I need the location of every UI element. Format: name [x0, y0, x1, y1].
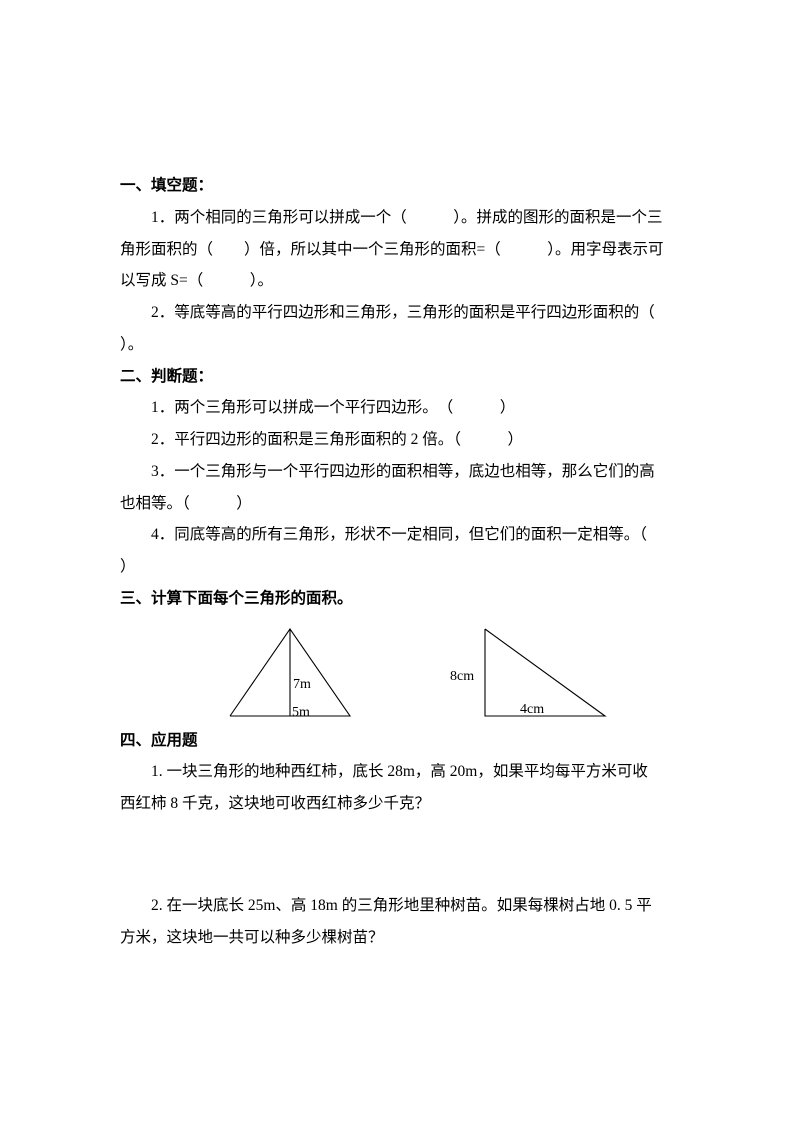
s1-q1-line2: 角形面积的（ ）倍，所以其中一个三角形的面积=（ ）。用字母表示可: [120, 234, 690, 266]
triangle-2-height-label: 8cm: [450, 663, 474, 692]
s2-q3-line2: 也相等。（ ）: [120, 488, 690, 520]
worksheet-page: 一、填空题： 1．两个相同的三角形可以拼成一个（ ）。拼成的图形的面积是一个三 …: [0, 0, 800, 1014]
s2-q1: 1．两个三角形可以拼成一个平行四边形。 （ ）: [120, 392, 690, 424]
s4-q1-line1: 1. 一块三角形的地种西红柿，底长 28m，高 20m，如果平均每平方米可收: [120, 756, 690, 788]
section3-heading: 三、计算下面每个三角形的面积。: [120, 583, 690, 615]
s1-q1-line1: 1．两个相同的三角形可以拼成一个（ ）。拼成的图形的面积是一个三: [120, 202, 690, 234]
s1-q2-line2: ）。: [120, 329, 690, 361]
s2-q4-line1: 4．同底等高的所有三角形，形状不一定相同，但它们的面积一定相等。（: [120, 519, 690, 551]
triangle-1-base-label: 5m: [292, 699, 310, 728]
triangle-2: 8cm 4cm: [440, 621, 620, 721]
triangle-1-svg: [210, 621, 370, 721]
s4-q2-line2: 方米，这块地一共可以种多少棵树苗？: [120, 922, 690, 954]
section4-heading: 四、应用题: [120, 725, 690, 757]
s1-q1-line3: 以写成 S=（ ）。: [120, 265, 690, 297]
triangle-2-base-label: 4cm: [520, 696, 544, 725]
spacer-1: [120, 820, 690, 890]
triangle-figures: 7m 5m 8cm 4cm: [150, 621, 690, 721]
section2-heading: 二、判断题：: [120, 361, 690, 393]
s2-q4-line2: ）: [120, 551, 690, 583]
section1-heading: 一、填空题：: [120, 170, 690, 202]
s2-q2: 2．平行四边形的面积是三角形面积的 2 倍。（ ）: [120, 424, 690, 456]
s2-q3-line1: 3．一个三角形与一个平行四边形的面积相等，底边也相等，那么它们的高: [120, 456, 690, 488]
triangle-1-height-label: 7m: [293, 671, 311, 700]
s1-q2-line1: 2．等底等高的平行四边形和三角形，三角形的面积是平行四边形面积的（: [120, 297, 690, 329]
s4-q2-line1: 2. 在一块底长 25m、高 18m 的三角形地里种树苗。如果每棵树占地 0. …: [120, 890, 690, 922]
s4-q1-line2: 西红柿 8 千克，这块地可收西红柿多少千克？: [120, 788, 690, 820]
triangle-1: 7m 5m: [210, 621, 370, 721]
